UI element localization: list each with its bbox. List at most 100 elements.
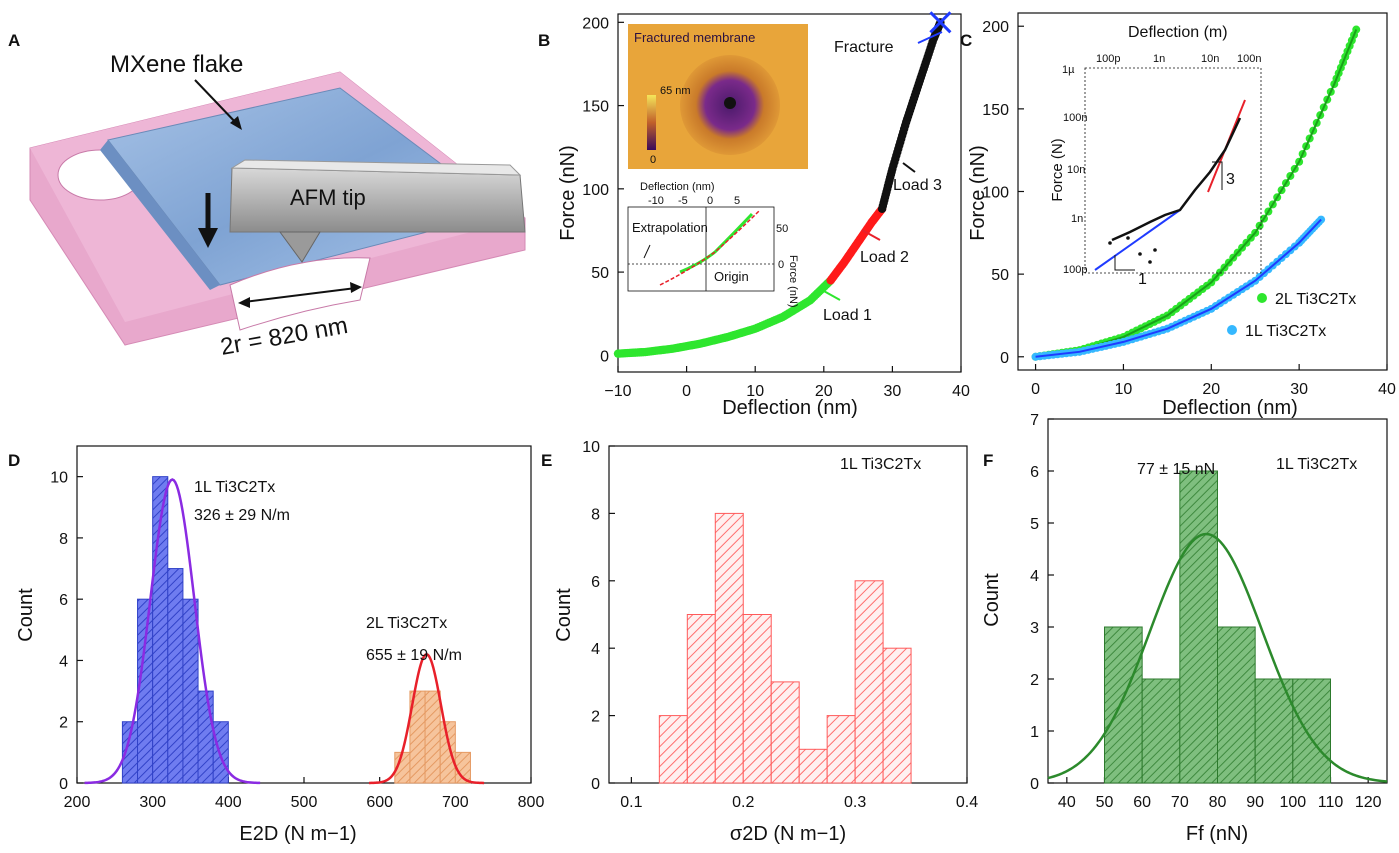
load3-label: Load 3 (893, 177, 942, 194)
slope1-label: 1 (1138, 271, 1147, 288)
y-tick-label: 8 (59, 531, 68, 548)
diameter-arrow-right (350, 282, 362, 293)
loglog-xtick-3: 10n (1201, 53, 1219, 65)
y-tick-label: 50 (991, 267, 1009, 284)
histogram-bar (1254, 678, 1294, 784)
inset-extrapolation-line (659, 209, 761, 286)
x-tick-label: 500 (291, 794, 318, 811)
y-tick-label: 0 (59, 776, 68, 793)
gaussian-fit (1047, 532, 1388, 783)
histogram-bar (658, 715, 688, 784)
annotation-2l-name-d: 2L Ti3C2Tx (366, 615, 447, 632)
histogram-bar (798, 748, 828, 784)
loglog-inset-frame (1084, 67, 1262, 274)
x-tick-label: 600 (366, 794, 393, 811)
loglog-data (1111, 117, 1242, 242)
histogram-bar (742, 614, 772, 784)
load1-pointer (821, 289, 841, 301)
series-f (1047, 470, 1388, 784)
y-tick-label: 8 (591, 506, 600, 523)
panel-letter-a: A (8, 31, 20, 50)
axis-ticks-f: 40 50 60 70 80 90 100 110 120 0 1 2 3 4 5 6 7 (1030, 412, 1382, 811)
y-tick-label: 6 (1030, 464, 1039, 481)
histogram-bar (1292, 678, 1332, 784)
fracture-marker (929, 11, 952, 34)
y-tick-label: 1 (1030, 724, 1039, 741)
x-tick-label: 90 (1246, 794, 1264, 811)
inset-xtick-3: 0 (707, 195, 713, 207)
histogram-bar (182, 598, 199, 784)
panel-letter-c: C (960, 31, 972, 50)
x-axis-label-d: E2D (N m−1) (239, 823, 356, 845)
afm-scale-top: 65 nm (660, 85, 691, 97)
series-b (613, 11, 952, 358)
y-tick-label: 4 (1030, 568, 1039, 585)
x-tick-label: 0.1 (620, 794, 642, 811)
fit-line-1l (1035, 218, 1322, 358)
y-tick-label: 5 (1030, 516, 1039, 533)
y-axis-label-b: Force (nN) (557, 145, 579, 241)
loglog-inset-title: Deflection (m) (1128, 24, 1228, 41)
inset-ylabel: Force (nN) (787, 255, 799, 308)
axis-ticks-e: 0.1 0.2 0.3 0.4 0 2 4 6 8 10 (582, 439, 978, 811)
flake-pointer-head (230, 116, 242, 130)
loglog-point (1108, 241, 1112, 245)
annotation-name-f: 1L Ti3C2Tx (1276, 456, 1357, 473)
panel-letter-e: E (541, 451, 552, 470)
slope3-label: 3 (1226, 171, 1235, 188)
origin-label: Origin (714, 269, 749, 284)
y-tick-label: 3 (1030, 620, 1039, 637)
x-tick-label: 300 (139, 794, 166, 811)
afm-tip-apex (279, 231, 321, 263)
y-axis-label-c: Force (nN) (967, 145, 989, 241)
afm-color-scale (647, 95, 656, 150)
y-tick-label: 6 (591, 574, 600, 591)
gaussian-fit (369, 653, 485, 785)
y-axis-label-f: Count (981, 573, 1003, 627)
x-tick-label: 400 (215, 794, 242, 811)
legend-label-1l: 1L Ti3C2Tx (1245, 323, 1326, 340)
x-tick-label: 700 (442, 794, 469, 811)
x-tick-label: 70 (1171, 794, 1189, 811)
x-axis-label-f: Ff (nN) (1186, 823, 1248, 845)
afm-tip-body (229, 167, 526, 233)
diameter-arrow (243, 287, 357, 303)
x-tick-label: 20 (1202, 381, 1220, 398)
panel-letter-b: B (538, 31, 550, 50)
histogram-bar (714, 512, 744, 784)
histogram-bar (137, 598, 154, 784)
y-tick-label: 150 (982, 102, 1009, 119)
y-tick-label: 200 (582, 15, 609, 32)
histogram-bar (686, 614, 716, 784)
loglog-ytick-5: 100p (1063, 264, 1087, 276)
legend-marker-2l (1257, 293, 1267, 303)
fracture-pointer (917, 31, 943, 44)
x-tick-label: 80 (1209, 794, 1227, 811)
x-tick-label: 50 (1096, 794, 1114, 811)
x-tick-label: 110 (1318, 794, 1344, 811)
x-axis-label-c: Deflection (nm) (1162, 397, 1298, 419)
histogram-bar (424, 690, 441, 784)
annotation-1l-value-d: 326 ± 29 N/m (194, 507, 290, 524)
loglog-point (1153, 248, 1157, 252)
inset-xtick-1: -10 (648, 195, 664, 207)
y-tick-label: 4 (59, 653, 68, 670)
extrapolation-inset-title: Deflection (nm) (640, 181, 715, 193)
inset-ytick-1: 50 (776, 223, 788, 235)
x-tick-label: 10 (1115, 381, 1133, 398)
y-tick-label: 150 (582, 99, 609, 116)
flake-edge (100, 140, 220, 290)
y-tick-label: 100 (982, 185, 1009, 202)
x-tick-label: 0 (1031, 381, 1040, 398)
loglog-ytick-2: 100n (1063, 112, 1087, 124)
histogram-bar (212, 721, 229, 784)
y-tick-label: 6 (59, 592, 68, 609)
cavity (229, 257, 371, 331)
x-tick-label: 200 (64, 794, 91, 811)
